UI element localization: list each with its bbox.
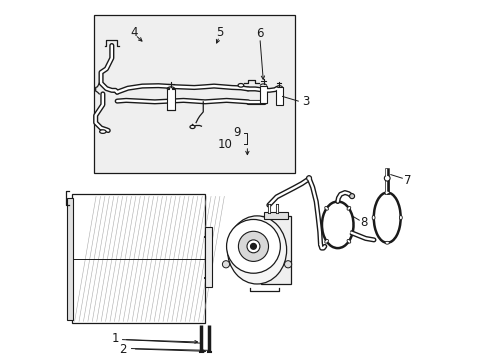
- Ellipse shape: [324, 207, 328, 210]
- Ellipse shape: [324, 239, 328, 243]
- Ellipse shape: [227, 216, 286, 284]
- Text: 2: 2: [119, 343, 126, 356]
- Text: 9: 9: [233, 126, 241, 139]
- Ellipse shape: [100, 130, 106, 134]
- Text: 6: 6: [256, 27, 263, 40]
- Ellipse shape: [399, 216, 402, 220]
- Text: 7: 7: [403, 174, 411, 186]
- Circle shape: [246, 240, 260, 253]
- Bar: [94, 15, 294, 173]
- Ellipse shape: [371, 216, 374, 220]
- Text: 8: 8: [360, 216, 367, 229]
- Circle shape: [226, 220, 280, 273]
- Ellipse shape: [384, 191, 388, 194]
- Text: 1: 1: [111, 332, 119, 345]
- Ellipse shape: [346, 207, 350, 210]
- Bar: [72, 194, 204, 323]
- Bar: [167, 89, 175, 110]
- Circle shape: [238, 231, 268, 261]
- Bar: [276, 87, 282, 105]
- Text: 4: 4: [130, 26, 138, 39]
- Text: 10: 10: [218, 138, 233, 150]
- Circle shape: [284, 261, 291, 268]
- Circle shape: [250, 243, 256, 249]
- Bar: [204, 226, 212, 287]
- Text: 3: 3: [301, 95, 308, 108]
- Ellipse shape: [190, 125, 195, 129]
- Ellipse shape: [384, 241, 388, 244]
- Bar: [260, 216, 290, 284]
- Circle shape: [306, 176, 311, 181]
- Circle shape: [349, 194, 354, 199]
- Circle shape: [384, 175, 389, 181]
- Circle shape: [222, 261, 229, 268]
- Bar: [264, 212, 287, 220]
- Ellipse shape: [346, 239, 350, 243]
- Bar: [260, 86, 266, 103]
- Bar: [67, 198, 73, 320]
- Text: 5: 5: [215, 26, 223, 39]
- Ellipse shape: [238, 84, 244, 87]
